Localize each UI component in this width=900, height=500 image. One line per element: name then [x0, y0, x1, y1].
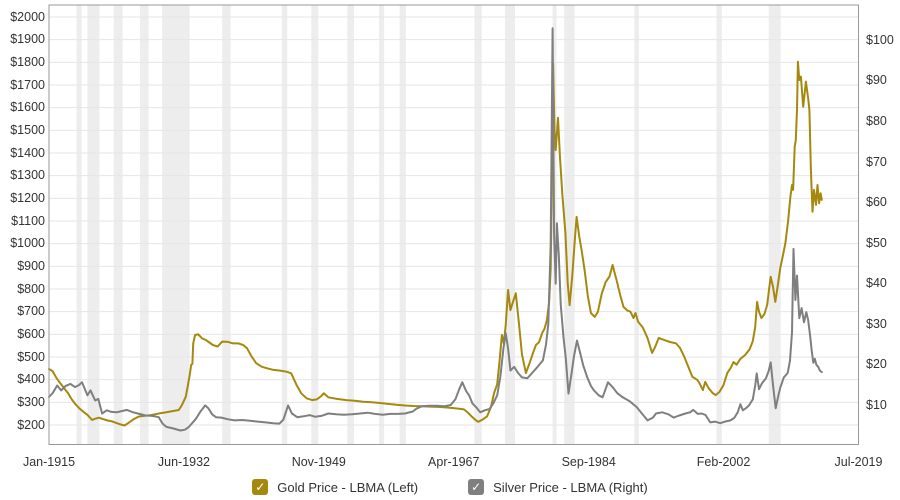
- right-axis-tick-label: $20: [866, 357, 887, 372]
- recession-band: [399, 5, 406, 445]
- x-axis-tick-label: Apr-1967: [428, 455, 480, 469]
- recession-band: [222, 5, 231, 445]
- left-axis-tick-label: $700: [17, 304, 45, 319]
- recession-band: [716, 5, 722, 445]
- recession-band: [564, 5, 575, 445]
- recession-band: [504, 5, 516, 445]
- recession-band: [474, 5, 482, 445]
- x-axis-tick-label: Jun-1932: [157, 455, 210, 469]
- recession-band: [311, 5, 319, 445]
- recession-band: [379, 5, 385, 445]
- left-axis-tick-label: $1800: [10, 54, 45, 69]
- silver-price-line: [48, 27, 823, 432]
- silver-legend-label: Silver Price - LBMA (Right): [493, 479, 648, 495]
- legend-item-gold[interactable]: ✓ Gold Price - LBMA (Left): [252, 479, 418, 495]
- right-axis-tick-label: $80: [866, 114, 887, 128]
- right-axis-tick-label: $30: [866, 316, 887, 331]
- left-axis-tick-label: $2000: [10, 9, 45, 24]
- legend-item-silver[interactable]: ✓ Silver Price - LBMA (Right): [468, 479, 648, 495]
- left-axis-tick-label: $1900: [10, 32, 45, 47]
- x-axis-tick-label: Jul-2019: [834, 455, 883, 469]
- left-axis-tick-label: $1100: [11, 213, 45, 228]
- recession-band: [113, 5, 123, 445]
- gold-price-line: [48, 60, 823, 427]
- recession-band: [768, 5, 781, 445]
- left-axis-tick-label: $1300: [10, 168, 45, 183]
- legend: ✓ Gold Price - LBMA (Left) ✓ Silver Pric…: [0, 477, 900, 497]
- left-axis-tick-label: $600: [17, 326, 45, 341]
- left-axis-tick-label: $1200: [10, 190, 45, 205]
- x-axis-tick-label: Jan-1915: [22, 455, 76, 469]
- recession-band: [87, 5, 100, 445]
- right-axis-tick-label: $90: [866, 73, 887, 88]
- left-axis-tick-label: $400: [17, 372, 45, 387]
- left-axis-tick-label: $900: [17, 258, 45, 273]
- left-axis-tick-label: $800: [17, 281, 45, 296]
- left-axis-tick-label: $500: [17, 349, 45, 364]
- left-axis-tick-label: $1000: [10, 236, 45, 251]
- right-axis-tick-label: $40: [866, 276, 887, 291]
- x-axis-tick-label: Nov-1949: [291, 455, 346, 469]
- recession-band: [634, 5, 639, 445]
- recession-band: [76, 5, 82, 445]
- left-axis-tick-label: $300: [17, 394, 45, 409]
- right-axis-tick-label: $50: [866, 235, 887, 250]
- recession-band: [281, 5, 288, 445]
- left-axis-tick-label: $1600: [10, 100, 45, 115]
- recession-band: [162, 5, 190, 445]
- left-axis-tick-label: $200: [17, 417, 45, 432]
- plot-border: [48, 4, 859, 445]
- right-axis-tick-label: $60: [866, 195, 887, 210]
- left-axis-tick-label: $1400: [10, 145, 45, 160]
- silver-checkbox-icon[interactable]: ✓: [468, 479, 485, 495]
- left-axis-tick-label: $1700: [10, 77, 45, 92]
- right-axis-tick-label: $70: [866, 154, 887, 169]
- left-axis-tick-label: $1500: [10, 122, 45, 137]
- recession-band: [140, 5, 149, 445]
- x-axis-tick-label: Sep-1984: [561, 455, 616, 469]
- right-axis-tick-label: $10: [866, 397, 887, 412]
- recession-band: [347, 5, 354, 445]
- x-axis-tick-label: Feb-2002: [696, 455, 751, 469]
- gold-checkbox-icon[interactable]: ✓: [252, 479, 269, 495]
- right-axis-tick-label: $100: [866, 32, 894, 47]
- gold-legend-label: Gold Price - LBMA (Left): [277, 479, 419, 495]
